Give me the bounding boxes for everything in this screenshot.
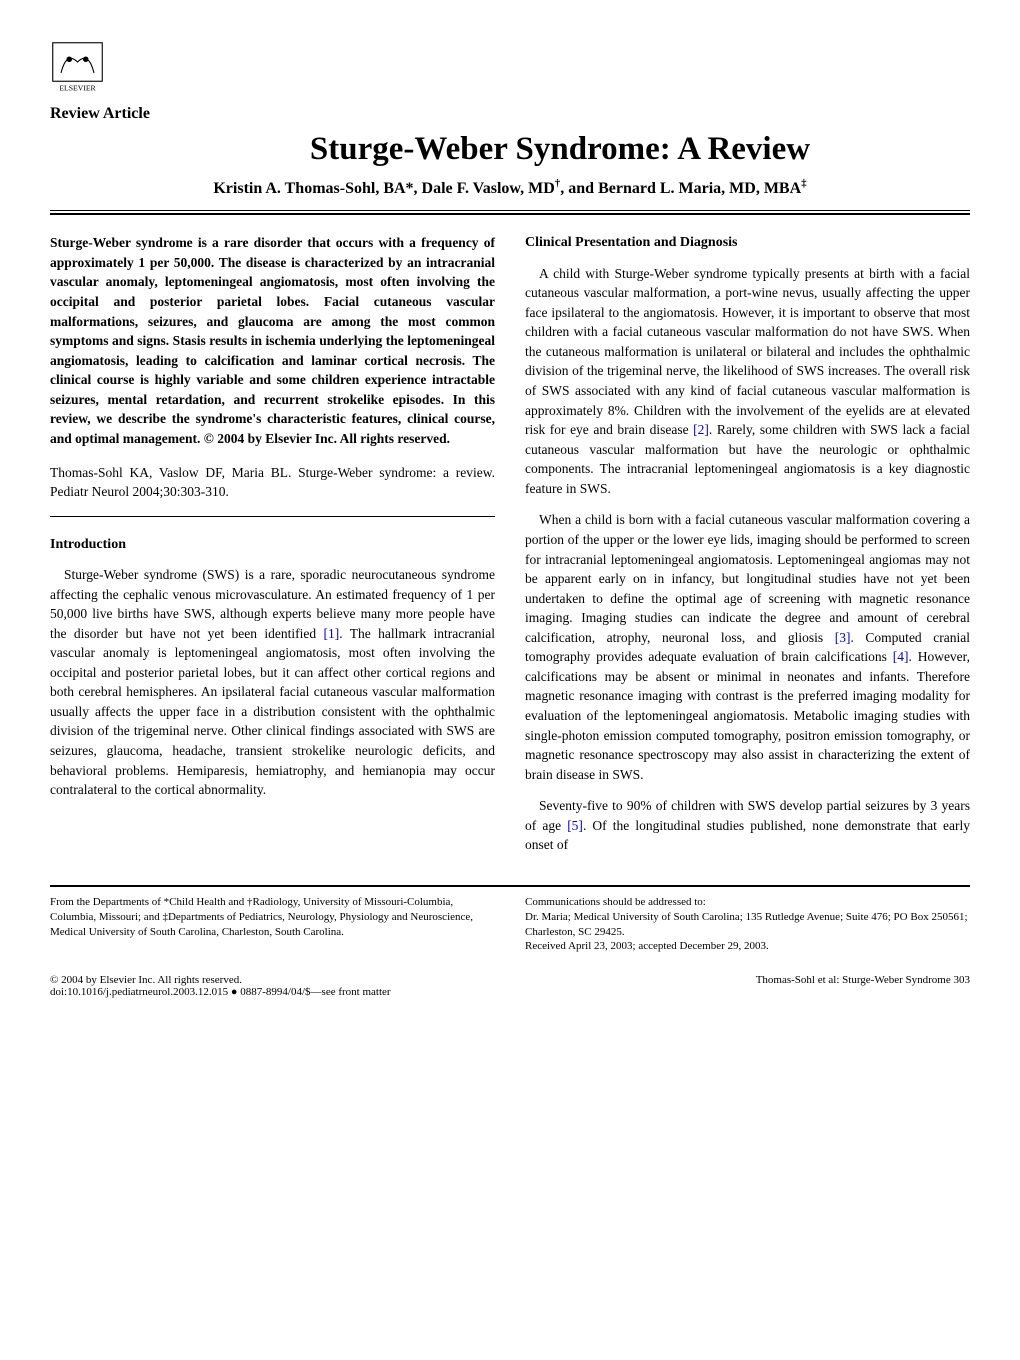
page-number-citation: Thomas-Sohl et al: Sturge-Weber Syndrome… <box>756 974 970 998</box>
article-title: Sturge-Weber Syndrome: A Review <box>150 131 970 168</box>
two-column-content: Sturge-Weber syndrome is a rare disorder… <box>50 233 970 867</box>
clinical-paragraph-2: When a child is born with a facial cutan… <box>525 510 970 784</box>
doi-line: doi:10.1016/j.pediatrneurol.2003.12.015 … <box>50 986 391 998</box>
header-double-rule <box>50 210 970 215</box>
footer-top-rule <box>50 885 970 887</box>
svg-text:ELSEVIER: ELSEVIER <box>59 84 96 93</box>
reference-link-5[interactable]: [5] <box>567 818 583 833</box>
p1-text-a: A child with Sturge-Weber syndrome typic… <box>525 266 970 438</box>
p3-text-b: . Of the longitudinal studies published,… <box>525 818 970 853</box>
intro-text-b: . The hallmark intracranial vascular ano… <box>50 626 495 798</box>
p2-text-a: When a child is born with a facial cutan… <box>525 512 970 644</box>
authors-line: Kristin A. Thomas-Sohl, BA*, Dale F. Vas… <box>50 178 970 198</box>
correspondence-right: Communications should be addressed to: D… <box>525 895 970 954</box>
publisher-logo: ELSEVIER <box>50 40 105 95</box>
introduction-heading: Introduction <box>50 535 495 555</box>
copyright-doi: © 2004 by Elsevier Inc. All rights reser… <box>50 974 391 998</box>
copyright-line: © 2004 by Elsevier Inc. All rights reser… <box>50 974 391 986</box>
left-column: Sturge-Weber syndrome is a rare disorder… <box>50 233 495 867</box>
review-article-label: Review Article <box>50 105 970 123</box>
section-rule <box>50 516 495 517</box>
p2-text-c: . However, calcifications may be absent … <box>525 649 970 781</box>
introduction-paragraph: Sturge-Weber syndrome (SWS) is a rare, s… <box>50 565 495 800</box>
footer-affiliations: From the Departments of *Child Health an… <box>50 895 970 954</box>
author-text: Kristin A. Thomas-Sohl, BA*, Dale F. Vas… <box>213 180 806 197</box>
abstract-text: Sturge-Weber syndrome is a rare disorder… <box>50 233 495 448</box>
affiliations-left: From the Departments of *Child Health an… <box>50 895 495 954</box>
right-column: Clinical Presentation and Diagnosis A ch… <box>525 233 970 867</box>
reference-link-3[interactable]: [3] <box>835 630 851 645</box>
reference-link-2[interactable]: [2] <box>693 422 709 437</box>
page-footer: © 2004 by Elsevier Inc. All rights reser… <box>50 974 970 998</box>
citation-text: Thomas-Sohl KA, Vaslow DF, Maria BL. Stu… <box>50 463 495 502</box>
clinical-paragraph-3: Seventy-five to 90% of children with SWS… <box>525 796 970 855</box>
clinical-heading: Clinical Presentation and Diagnosis <box>525 233 970 253</box>
clinical-paragraph-1: A child with Sturge-Weber syndrome typic… <box>525 264 970 499</box>
reference-link-4[interactable]: [4] <box>893 649 909 664</box>
reference-link-1[interactable]: [1] <box>324 626 340 641</box>
